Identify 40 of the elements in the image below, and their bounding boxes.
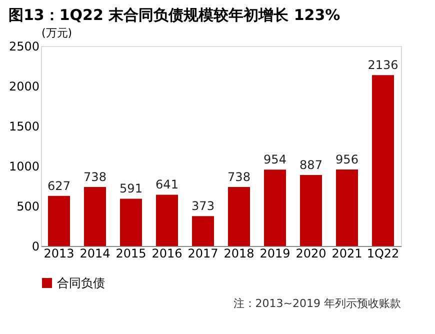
- y-tick-label: 2000: [8, 80, 40, 94]
- x-tick-label: 2020: [296, 246, 326, 260]
- x-tick-label: 2015: [116, 246, 146, 260]
- data-label: 641: [156, 178, 178, 192]
- x-tick-label: 2014: [80, 246, 110, 260]
- x-tick-label: 2013: [44, 246, 74, 260]
- bar: [264, 170, 286, 246]
- data-label: 373: [192, 199, 214, 214]
- data-label: 956: [336, 152, 358, 167]
- bar: [372, 75, 394, 246]
- bar: [192, 216, 214, 246]
- data-label: 738: [228, 170, 250, 184]
- x-tick-label: 2018: [224, 246, 254, 260]
- x-tick-label: 1Q22: [366, 246, 400, 260]
- bar: [156, 194, 178, 246]
- data-label: 887: [300, 158, 322, 172]
- text: 注：2013~2019 年列示预收账款: [233, 297, 401, 310]
- bar: [336, 170, 358, 246]
- x-tick-label: 2017: [188, 246, 218, 260]
- y-tick-label: 0: [32, 240, 40, 254]
- data-label: 2136: [368, 58, 398, 72]
- data-label: 627: [48, 178, 70, 193]
- y-tick-label: 1000: [8, 160, 40, 174]
- chart-title: 图13：1Q22 末合同负债规模较年初增长 123%: [8, 6, 340, 24]
- bar: [48, 196, 70, 246]
- data-label: 954: [264, 152, 286, 167]
- bar: [120, 198, 142, 246]
- data-label: 738: [84, 170, 106, 184]
- bar: [228, 186, 250, 246]
- y-tick-label: 2500: [8, 40, 40, 54]
- x-tick-label: 2019: [260, 246, 290, 260]
- y-tick-label: 500: [16, 200, 40, 214]
- x-tick-label: 2016: [152, 246, 182, 260]
- y-axis-title: (万元): [42, 26, 72, 40]
- y-tick-label: 1500: [8, 120, 40, 134]
- bar: [84, 186, 106, 246]
- data-label: 591: [120, 182, 142, 196]
- x-tick-label: 2021: [332, 246, 362, 260]
- bar: [300, 175, 322, 246]
- legend-label: 合同负债: [57, 276, 105, 290]
